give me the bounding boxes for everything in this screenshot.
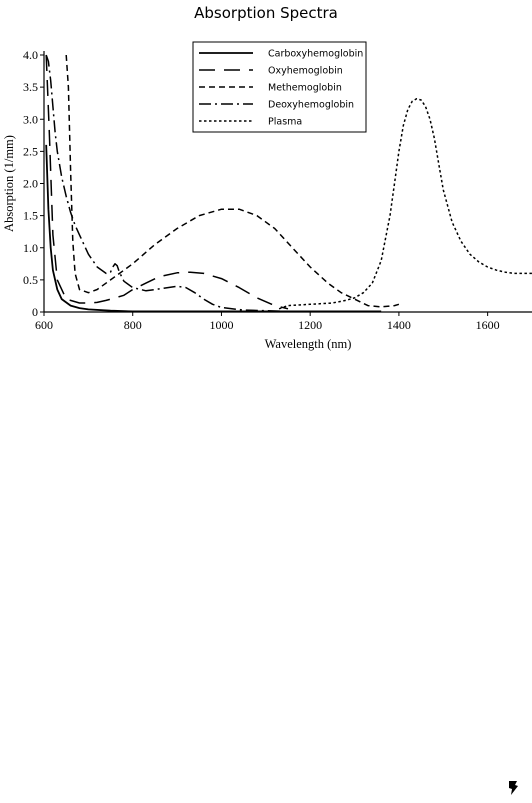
legend-entry: Oxyhemoglobin (268, 66, 343, 77)
y-tick-label: 3.0 (23, 112, 38, 126)
x-tick-label: 1000 (209, 318, 233, 332)
chart-title: Absorption Spectra (194, 4, 338, 22)
x-tick-label: 1600 (476, 318, 500, 332)
x-tick-label: 600 (35, 318, 53, 332)
series-lines (45, 54, 532, 312)
series-line-methemoglobin (65, 54, 400, 308)
legend-entry: Carboxyhemoglobin (268, 49, 363, 60)
x-tick-label: 1400 (387, 318, 411, 332)
series-line-plasma (278, 97, 532, 310)
x-tick-label: 800 (124, 318, 142, 332)
y-tick-label: 1.0 (23, 241, 38, 255)
y-tick-label: 2.5 (23, 144, 38, 158)
y-axis-label: Absorption (1/mm) (2, 135, 16, 232)
y-tick-label: 1.5 (23, 209, 38, 223)
series-line-deoxyhemoglobin (45, 54, 289, 312)
y-tick-label: 2.0 (23, 177, 38, 191)
series-line-oxyhemoglobin (45, 54, 289, 310)
legend: Carboxyhemoglobin Oxyhemoglobin Methemoglo… (192, 41, 367, 133)
y-tick-label: 4.0 (23, 48, 38, 62)
x-tick-label: 1200 (298, 318, 322, 332)
brand-logo-icon (509, 781, 518, 795)
y-tick-label: 0 (32, 305, 38, 319)
y-tick-label: 3.5 (23, 80, 38, 94)
legend-entry: Plasma (268, 117, 302, 128)
series-line-carboxyhemoglobin (45, 144, 382, 312)
axes: 0 0.5 1.0 1.5 2.0 2.5 3.0 3.5 4.0 600 800 1000 1200 1… (2, 48, 532, 351)
legend-entry: Methemoglobin (268, 83, 342, 94)
y-tick-label: 0.5 (23, 273, 38, 287)
x-axis-label: Wavelength (nm) (265, 337, 352, 351)
legend-entry: Deoxyhemoglobin (268, 100, 354, 111)
